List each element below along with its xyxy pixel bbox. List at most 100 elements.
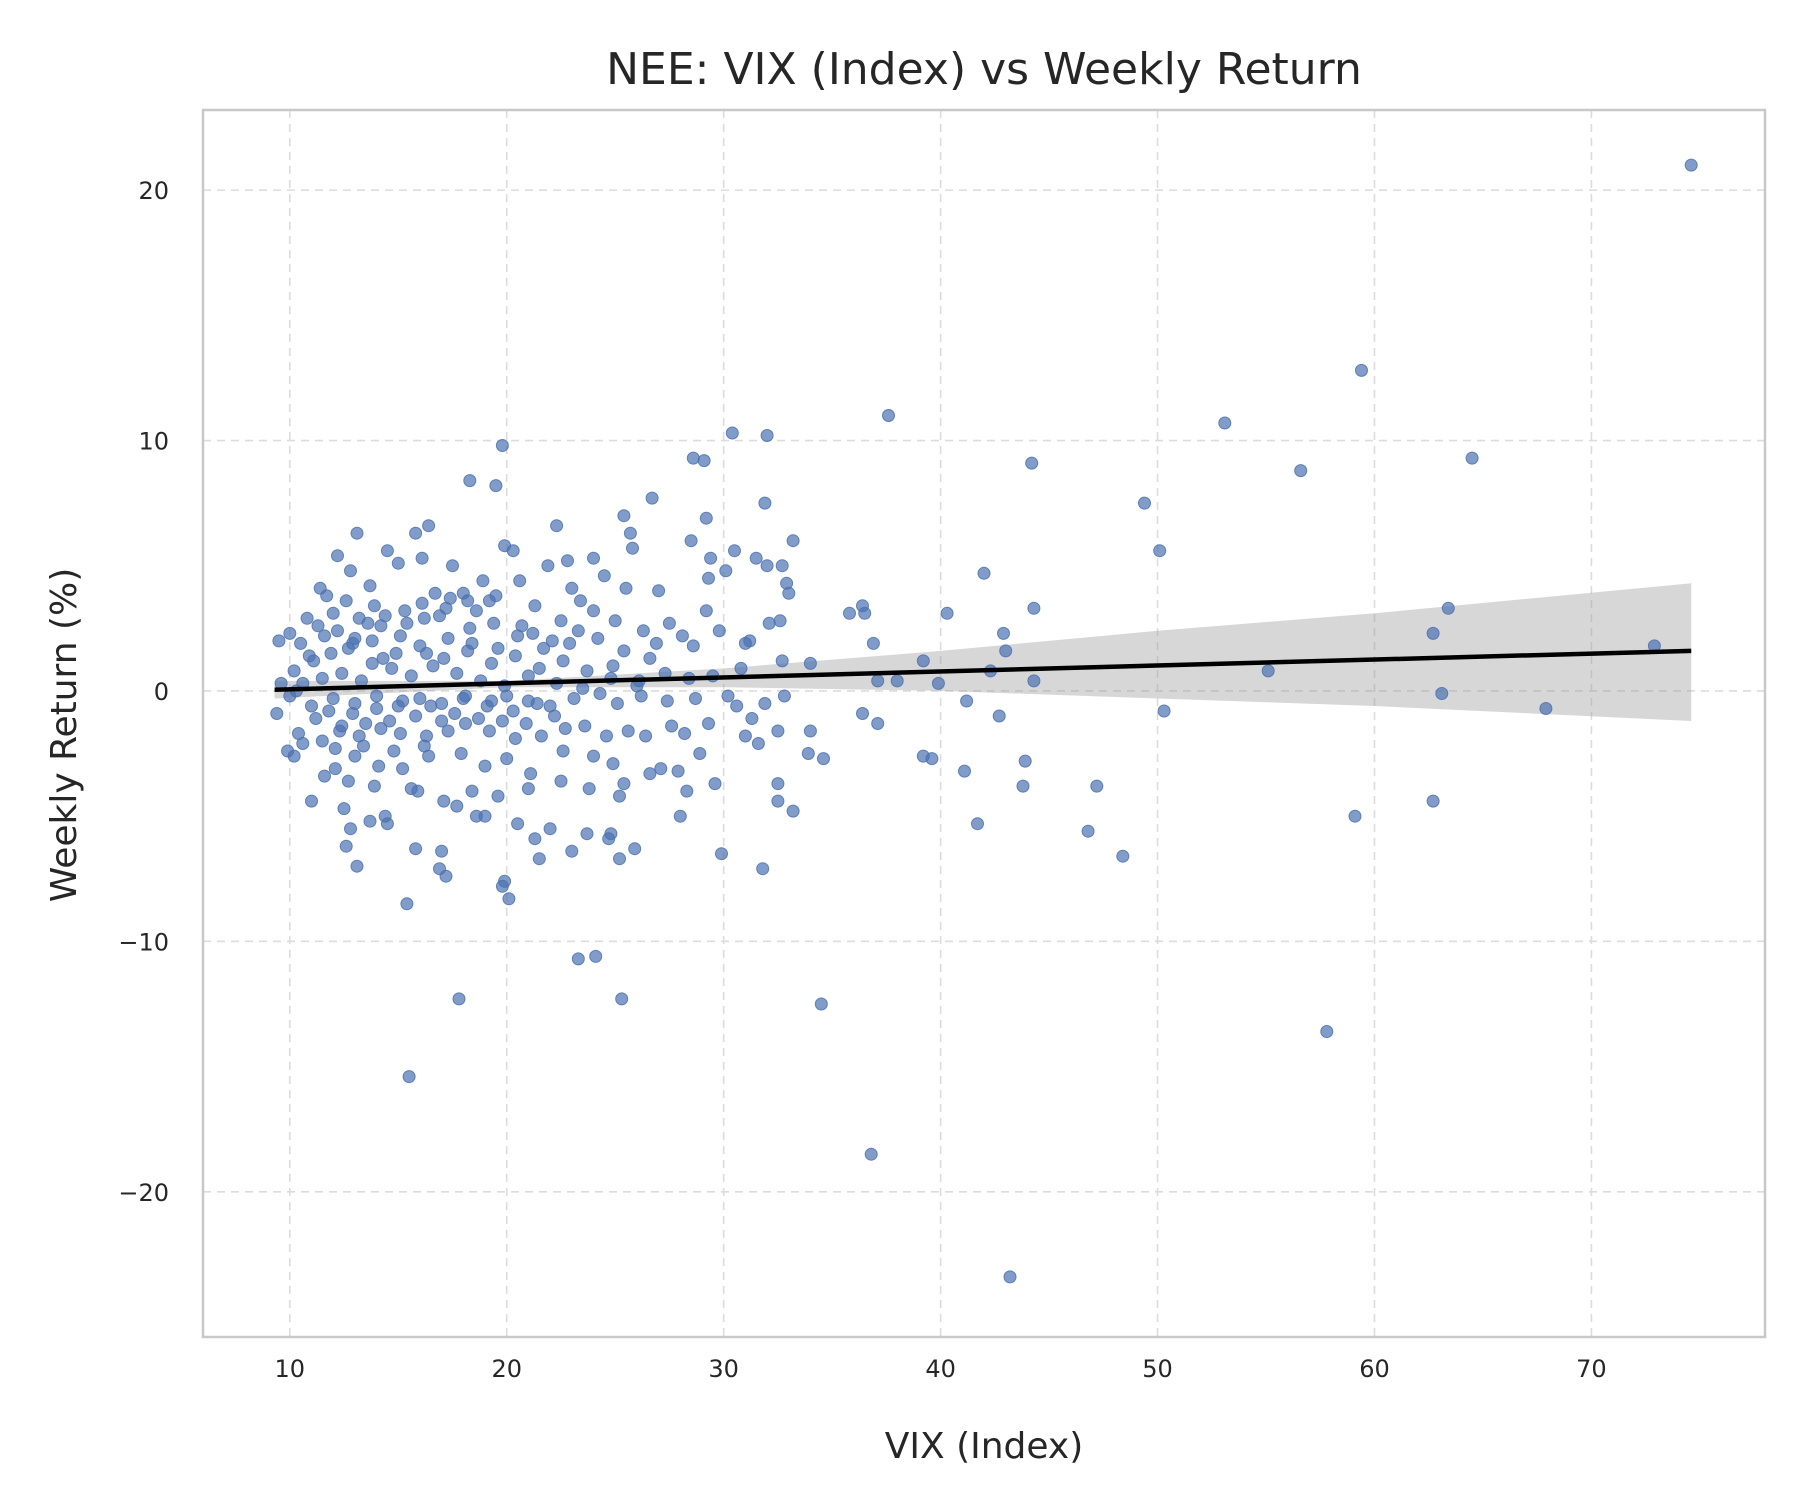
data-point <box>576 681 590 695</box>
data-point <box>404 669 418 683</box>
data-point <box>621 724 635 738</box>
data-point <box>448 707 462 720</box>
data-point <box>561 554 574 568</box>
data-point <box>478 809 492 823</box>
data-point <box>1426 794 1440 808</box>
data-point <box>643 767 657 781</box>
data-point <box>1320 1025 1334 1038</box>
data-point <box>443 591 457 605</box>
data-point <box>331 549 344 563</box>
data-point <box>335 719 349 733</box>
data-point <box>281 744 295 758</box>
data-point <box>450 666 464 680</box>
data-point <box>1539 702 1553 715</box>
data-point <box>415 551 429 565</box>
data-point <box>485 656 498 670</box>
data-point <box>422 519 436 533</box>
data-point <box>454 747 468 760</box>
data-point <box>958 764 971 778</box>
data-point <box>534 729 548 743</box>
data-point <box>1027 674 1041 688</box>
data-point <box>363 814 377 828</box>
x-tick-label: 10 <box>275 1355 306 1383</box>
data-point <box>1294 464 1308 478</box>
data-point <box>971 817 984 831</box>
data-point <box>782 586 796 600</box>
data-point <box>654 762 668 776</box>
data-point <box>469 604 483 618</box>
data-point <box>526 626 540 640</box>
data-point <box>693 747 707 760</box>
data-point <box>617 777 631 791</box>
data-point <box>478 759 492 773</box>
data-point <box>725 426 739 440</box>
data-point <box>400 616 414 630</box>
data-point <box>615 992 629 1006</box>
data-point <box>502 892 516 906</box>
data-point <box>662 616 676 630</box>
data-point <box>487 616 501 630</box>
data-point <box>367 779 381 793</box>
data-point <box>287 664 301 678</box>
data-point <box>341 774 355 788</box>
data-point <box>803 656 817 670</box>
data-point <box>315 734 329 748</box>
data-point <box>409 709 423 723</box>
data-point <box>328 742 342 755</box>
data-point <box>689 692 702 705</box>
data-point <box>574 594 587 608</box>
data-point <box>734 661 748 675</box>
data-point <box>463 621 477 635</box>
data-point <box>565 844 579 858</box>
data-point <box>524 767 538 781</box>
data-point <box>680 784 694 798</box>
data-point <box>699 604 713 618</box>
data-point <box>322 704 336 718</box>
data-point <box>309 712 323 725</box>
data-point <box>652 584 666 598</box>
data-point <box>587 604 600 618</box>
data-point <box>437 794 451 808</box>
data-point <box>593 687 607 700</box>
data-point <box>702 571 715 585</box>
data-point <box>773 614 787 628</box>
data-point <box>606 659 620 673</box>
data-point <box>756 862 770 876</box>
data-point <box>348 631 362 645</box>
data-point <box>1153 544 1167 558</box>
data-point <box>367 599 381 613</box>
data-point <box>370 702 384 715</box>
data-point <box>580 827 594 841</box>
data-point <box>803 724 817 738</box>
data-point <box>294 636 308 650</box>
data-point <box>1435 687 1449 700</box>
data-point <box>433 609 446 623</box>
data-point <box>730 699 744 713</box>
data-point <box>589 949 603 963</box>
data-point <box>459 717 472 730</box>
data-point <box>318 769 331 783</box>
data-point <box>771 794 785 808</box>
plot-frame <box>201 108 1767 1339</box>
data-point <box>1465 451 1479 465</box>
data-point <box>482 724 496 738</box>
data-point <box>305 699 318 713</box>
data-point <box>1441 601 1455 615</box>
data-point <box>1157 704 1171 718</box>
data-point <box>380 544 394 558</box>
data-point <box>320 589 334 603</box>
data-point <box>326 606 340 620</box>
data-point <box>305 794 318 808</box>
confidence-band <box>274 583 1692 721</box>
y-tick-label: −10 <box>118 928 169 956</box>
chart-title: NEE: VIX (Index) vs Weekly Return <box>606 44 1362 95</box>
data-point <box>775 654 789 668</box>
data-point <box>751 737 765 750</box>
data-point <box>1218 416 1232 430</box>
data-point <box>389 646 403 660</box>
data-point <box>686 451 700 465</box>
data-point <box>435 697 449 710</box>
data-point <box>925 752 939 766</box>
data-point <box>398 604 412 618</box>
data-point <box>372 759 386 773</box>
